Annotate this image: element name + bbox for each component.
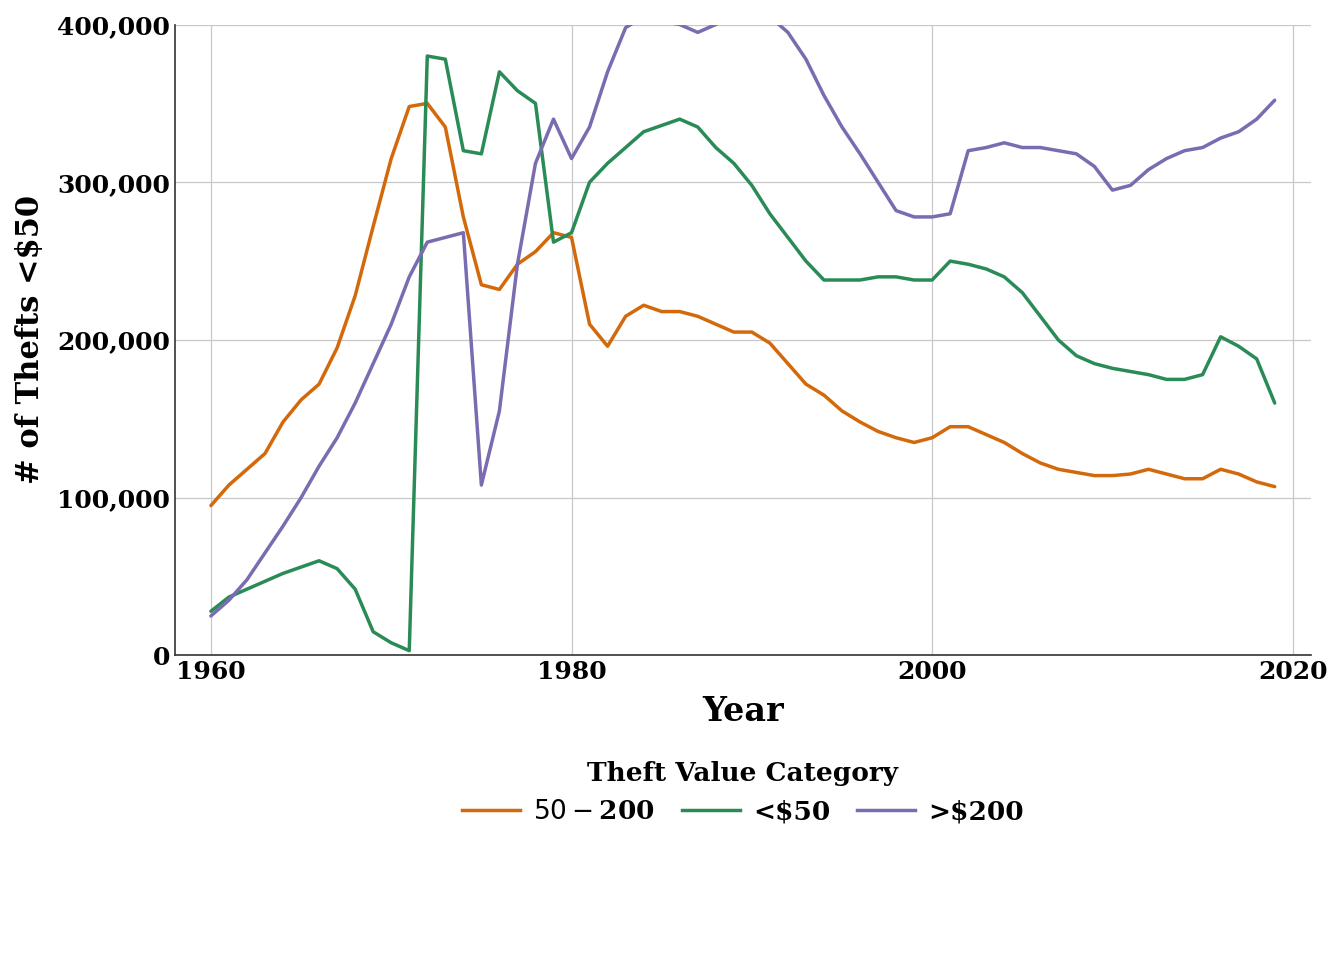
>$200: [563, 153, 579, 164]
<$50: [419, 50, 435, 61]
Line: >$200: >$200: [211, 9, 1274, 616]
<$50: [509, 85, 526, 97]
$50-$200: [383, 153, 399, 164]
$50-$200: [563, 231, 579, 243]
Legend: $50-$200, <$50, >$200: $50-$200, <$50, >$200: [452, 751, 1034, 835]
<$50: [599, 157, 616, 169]
X-axis label: Year: Year: [702, 695, 784, 729]
>$200: [203, 611, 219, 622]
<$50: [582, 177, 598, 188]
>$200: [509, 258, 526, 270]
Line: $50-$200: $50-$200: [211, 104, 1274, 506]
>$200: [743, 3, 759, 14]
>$200: [383, 319, 399, 330]
$50-$200: [492, 284, 508, 296]
>$200: [546, 113, 562, 125]
$50-$200: [203, 500, 219, 512]
<$50: [906, 275, 922, 286]
$50-$200: [419, 98, 435, 109]
<$50: [203, 606, 219, 617]
<$50: [546, 236, 562, 248]
>$200: [1266, 94, 1282, 106]
$50-$200: [527, 246, 543, 257]
Line: <$50: <$50: [211, 56, 1274, 651]
$50-$200: [1266, 481, 1282, 492]
<$50: [1266, 397, 1282, 409]
>$200: [888, 204, 905, 216]
<$50: [401, 645, 417, 657]
$50-$200: [582, 319, 598, 330]
$50-$200: [888, 432, 905, 444]
Y-axis label: # of Thefts <$50: # of Thefts <$50: [15, 196, 46, 485]
>$200: [473, 479, 489, 491]
<$50: [383, 637, 399, 649]
